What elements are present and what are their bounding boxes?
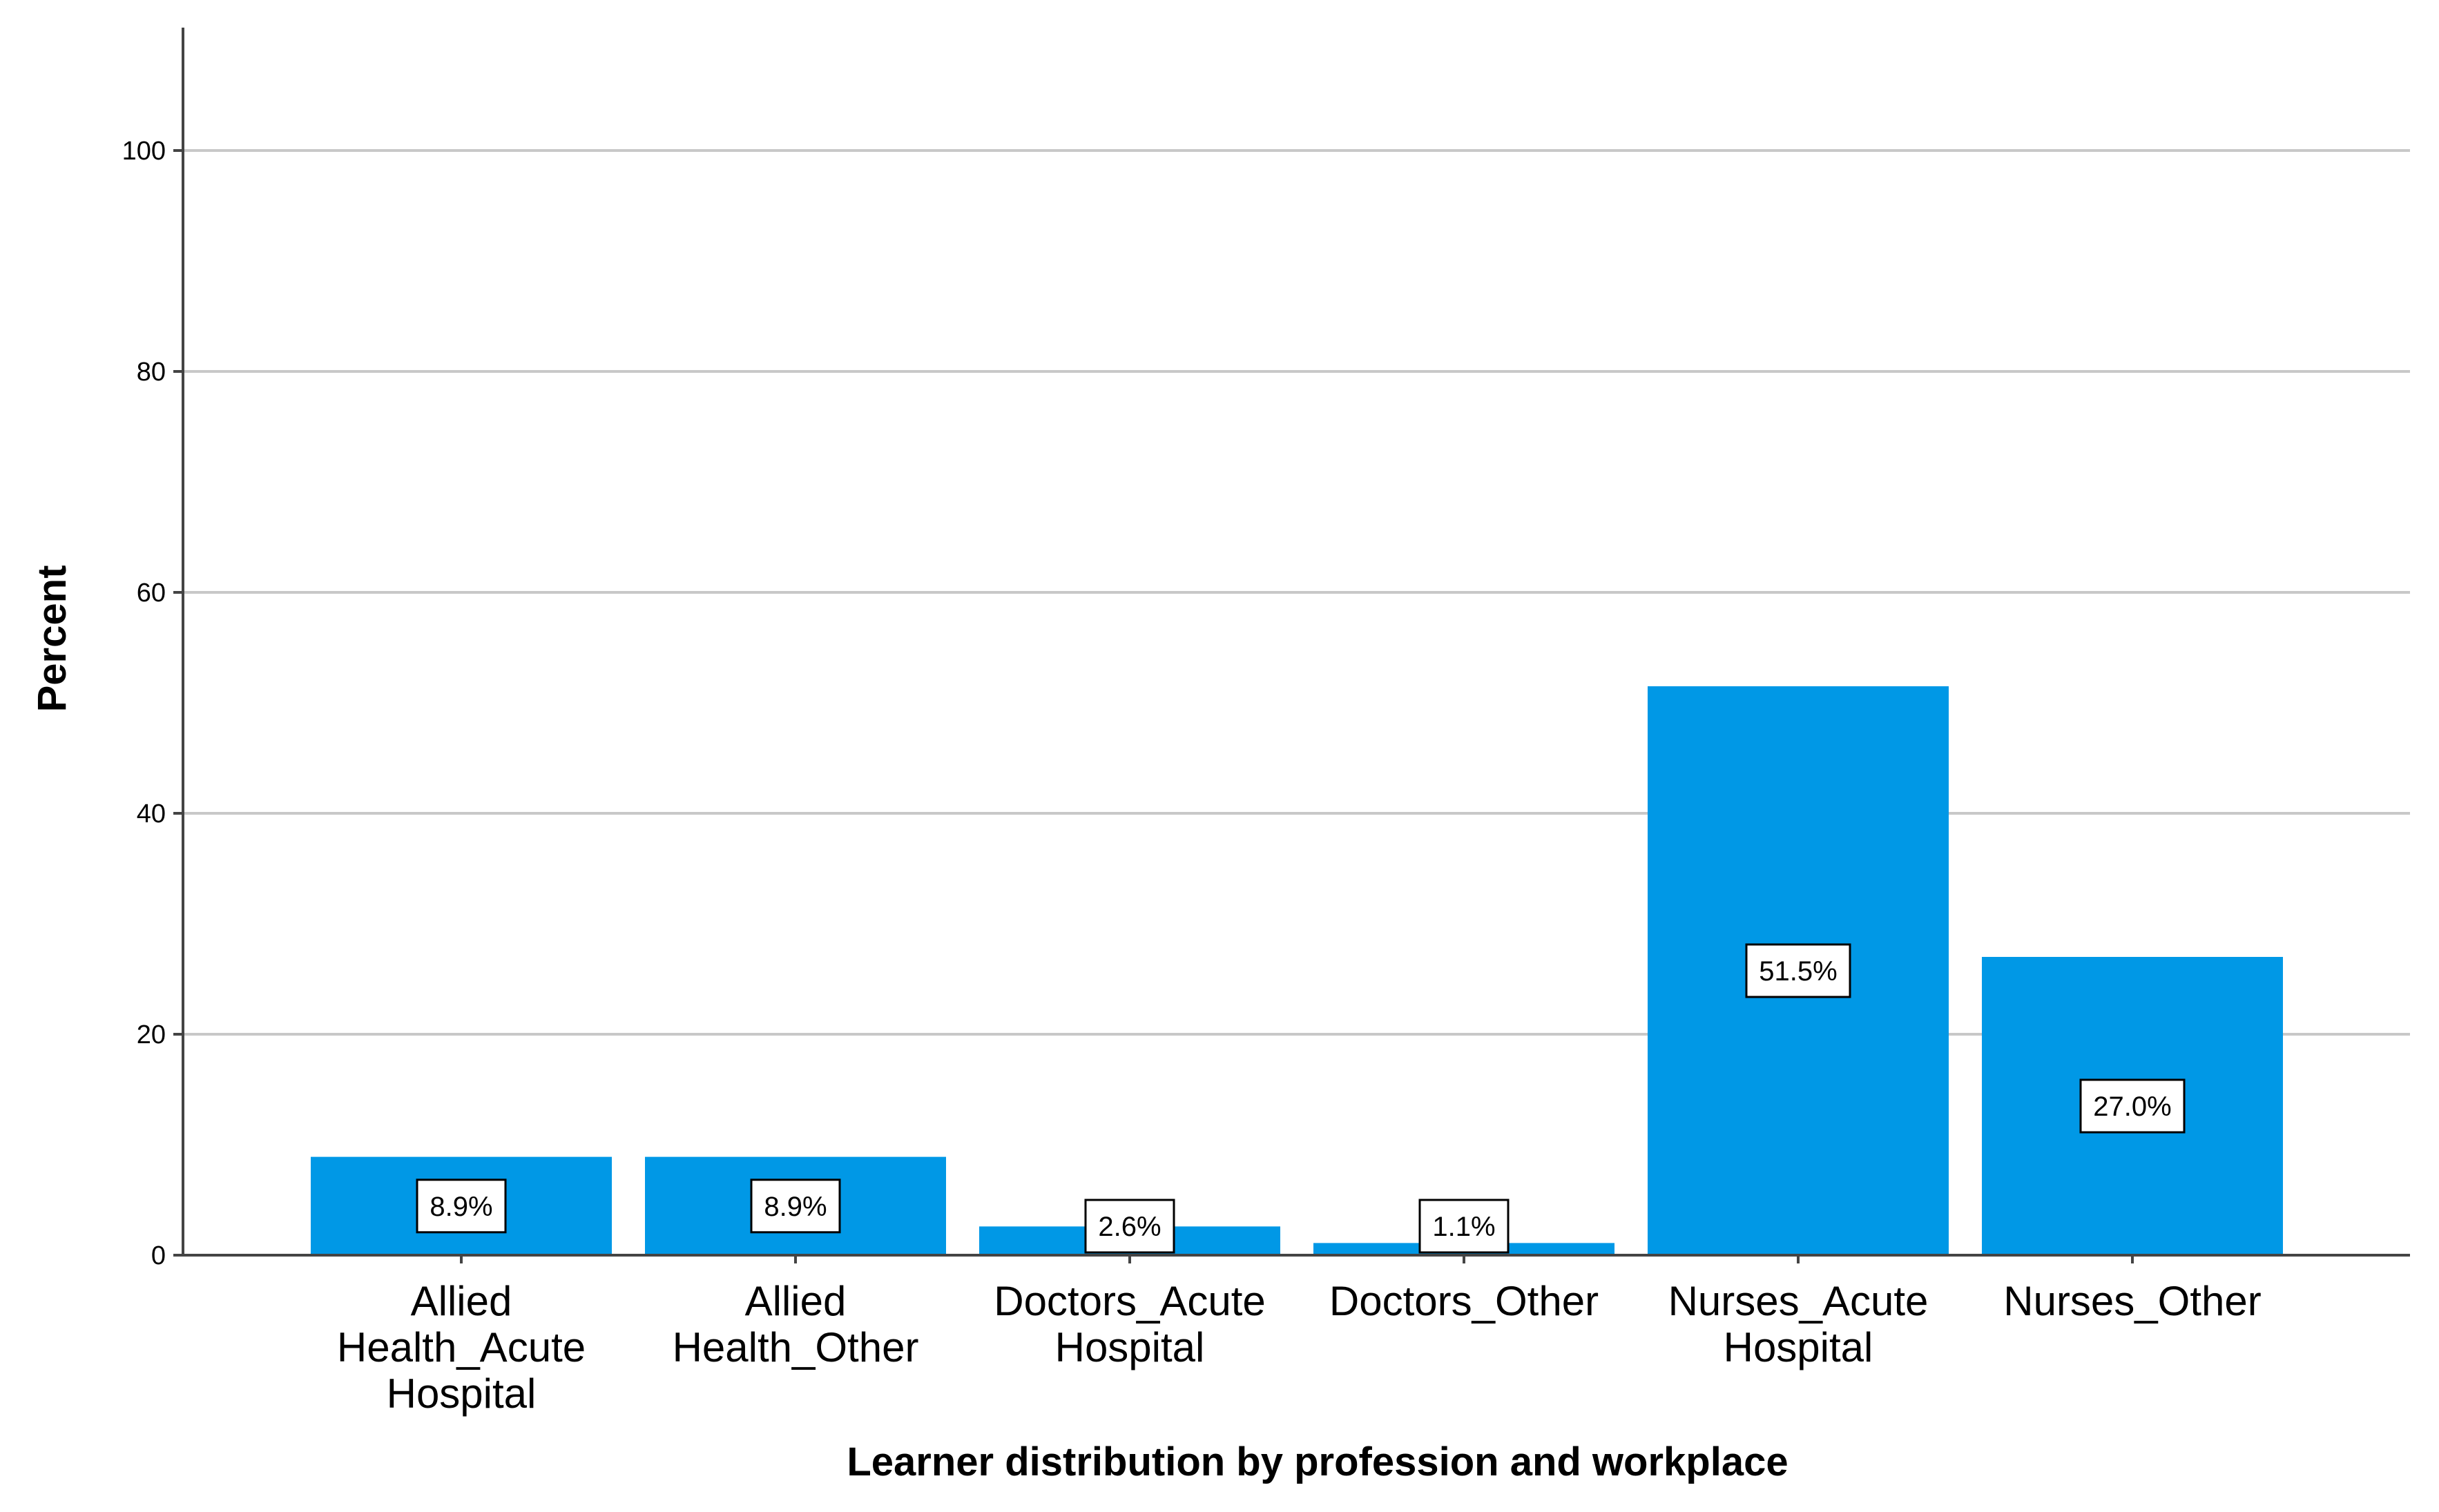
data-label: 8.9% <box>750 1179 841 1234</box>
data-label-box <box>1418 1199 1510 1254</box>
y-axis-title: Percent <box>30 565 75 713</box>
x-tick-label: Allied Health_Acute Hospital <box>337 1278 586 1417</box>
x-tick-label: Nurses_Acute Hospital <box>1668 1278 1929 1370</box>
y-tick-label: 0 <box>151 1241 166 1270</box>
x-tick-label: Doctors_Acute Hospital <box>994 1278 1266 1370</box>
x-tick-label: Allied Health_Other <box>673 1278 919 1370</box>
axes <box>182 28 2410 1257</box>
x-tick-label: Nurses_Other <box>2003 1278 2261 1324</box>
gridlines <box>183 149 2410 1036</box>
bars <box>311 686 2283 1255</box>
data-label: 51.5% <box>1745 943 1851 998</box>
y-tick-label: 80 <box>137 358 166 387</box>
y-tick-label: 60 <box>137 579 166 608</box>
data-label-box <box>416 1179 507 1234</box>
data-label-box <box>2079 1078 2186 1134</box>
y-tick-label: 100 <box>122 137 166 166</box>
data-label-box <box>750 1179 841 1234</box>
y-tick-label: 20 <box>137 1020 166 1049</box>
data-label: 27.0% <box>2079 1078 2186 1134</box>
data-label-text: 8.9% <box>430 1192 492 1222</box>
data-label-box <box>1745 943 1851 998</box>
x-axis-title: Learner distribution by profession and w… <box>847 1440 1788 1484</box>
data-label-text: 2.6% <box>1098 1212 1161 1242</box>
data-label: 2.6% <box>1084 1199 1175 1254</box>
data-label-text: 1.1% <box>1432 1212 1495 1242</box>
data-label-text: 51.5% <box>1759 956 1837 987</box>
y-tick-labels: 0 20 40 60 80 100 <box>122 137 183 1270</box>
data-label-text: 8.9% <box>764 1192 827 1222</box>
x-tick-labels: Allied Health_Acute Hospital Allied Health_O… <box>337 1255 2262 1417</box>
data-label: 8.9% <box>416 1179 507 1234</box>
data-label: 1.1% <box>1418 1199 1510 1254</box>
data-label-text: 27.0% <box>2093 1092 2171 1122</box>
data-label-box <box>1084 1199 1175 1254</box>
data-labels: 8.9% 8.9% 2.6% 1.1% 51.5% 27.0% <box>416 943 2186 1254</box>
y-tick-label: 40 <box>137 799 166 828</box>
x-tick-label: Doctors_Other <box>1329 1278 1599 1324</box>
